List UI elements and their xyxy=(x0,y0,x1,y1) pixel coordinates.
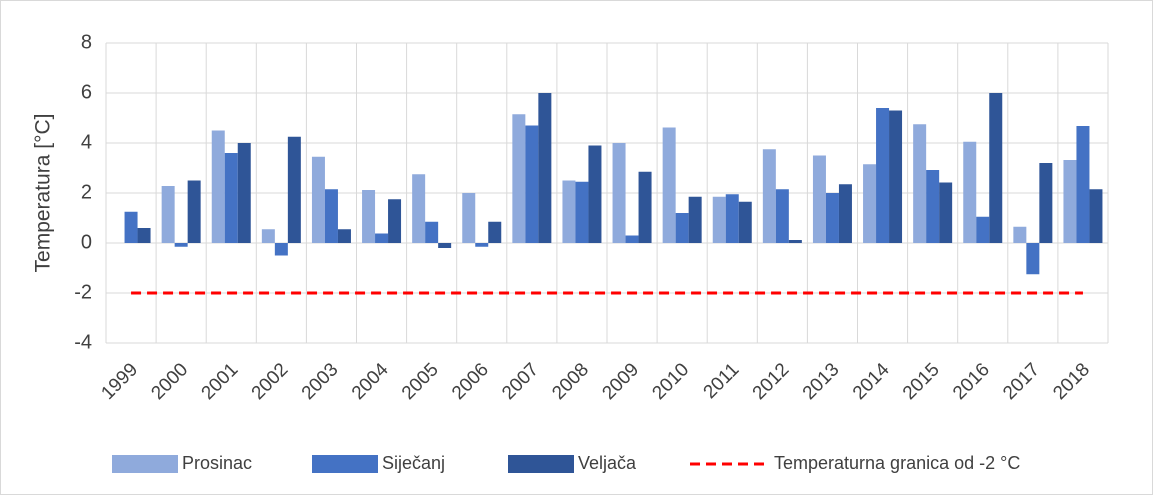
bar xyxy=(425,221,439,243)
bar xyxy=(1089,189,1103,243)
bar xyxy=(762,149,776,243)
y-tick-label: -4 xyxy=(74,331,92,353)
bar xyxy=(311,156,325,243)
bar xyxy=(662,127,676,243)
bar xyxy=(412,174,426,243)
bar xyxy=(211,130,225,243)
bar xyxy=(1076,126,1090,243)
bar xyxy=(712,196,726,243)
bar xyxy=(675,213,689,243)
legend-swatch xyxy=(312,455,378,473)
bar xyxy=(488,221,502,243)
bar xyxy=(588,145,602,243)
bar xyxy=(462,193,476,243)
bar xyxy=(375,233,389,243)
bar xyxy=(1063,160,1077,243)
bar xyxy=(438,243,452,248)
bar xyxy=(161,186,175,243)
bar xyxy=(287,136,301,243)
y-tick-label: -2 xyxy=(74,281,92,303)
bar xyxy=(876,108,890,243)
bar xyxy=(1013,226,1027,243)
bar xyxy=(989,93,1003,243)
bar xyxy=(612,143,626,243)
bar xyxy=(174,243,188,247)
bar xyxy=(838,184,852,243)
bar xyxy=(825,193,839,243)
bar xyxy=(889,110,903,243)
bar xyxy=(224,153,238,243)
bar xyxy=(187,180,201,243)
legend-label: Siječanj xyxy=(382,453,445,473)
y-axis-label: Temperatura [°C] xyxy=(32,114,55,273)
bar xyxy=(137,228,151,243)
bar xyxy=(688,196,702,243)
legend-label: Veljača xyxy=(578,453,637,473)
bar xyxy=(638,171,652,243)
y-tick-label: 2 xyxy=(81,181,92,203)
bar xyxy=(939,182,953,243)
y-tick-label: 8 xyxy=(81,31,92,53)
bar xyxy=(976,216,990,243)
bar xyxy=(738,201,752,243)
bar xyxy=(362,190,376,243)
bar xyxy=(575,181,589,243)
bar xyxy=(963,141,977,243)
bar xyxy=(926,170,940,243)
bar xyxy=(1039,163,1053,243)
legend-swatch xyxy=(508,455,574,473)
bar xyxy=(388,199,402,243)
bar xyxy=(812,155,826,243)
bar xyxy=(1026,243,1040,275)
legend-label: Temperaturna granica od -2 °C xyxy=(774,453,1020,473)
bar xyxy=(337,229,351,243)
bar xyxy=(525,125,539,243)
bar xyxy=(725,194,739,243)
bar xyxy=(274,243,288,256)
bar xyxy=(562,180,576,243)
bar xyxy=(913,124,927,243)
bar xyxy=(625,235,639,243)
bar xyxy=(475,243,489,247)
bar xyxy=(863,164,877,243)
bar xyxy=(237,143,251,243)
y-tick-label: 0 xyxy=(81,231,92,253)
bar xyxy=(124,211,138,243)
bar xyxy=(788,240,802,243)
bar xyxy=(538,93,552,243)
y-tick-label: 4 xyxy=(81,131,92,153)
y-tick-label: 6 xyxy=(81,81,92,103)
bar xyxy=(775,189,789,243)
bar xyxy=(512,114,526,243)
bar xyxy=(261,229,275,243)
legend-swatch xyxy=(112,455,178,473)
bar xyxy=(324,189,338,243)
legend-label: Prosinac xyxy=(182,453,252,473)
